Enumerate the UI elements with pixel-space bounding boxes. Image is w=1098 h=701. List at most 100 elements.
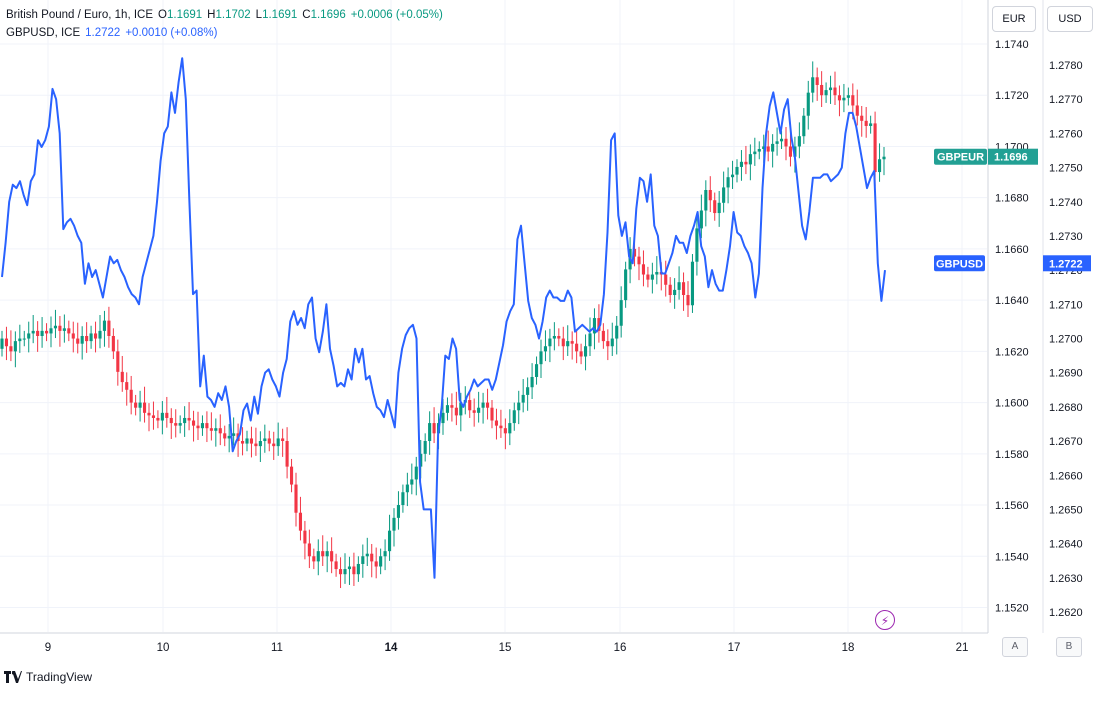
gbpeur-candle-body [187,417,191,421]
right-tick-label: 1.2770 [1049,94,1083,106]
gbpeur-candle-body [67,328,71,334]
gbpeur-candle-body [632,248,637,257]
gbpeur-candle-body [285,441,289,467]
legend-o-label: O [158,9,167,21]
gbpeur-candle-body [370,553,374,562]
gbpeur-candle-body [325,551,329,557]
right-tick-label: 1.2660 [1049,470,1083,482]
tradingview-label: TradingView [26,670,93,684]
gbpeur-candle-body [855,105,859,116]
legend-high: 1.1702 [215,9,251,21]
tradingview-logo[interactable]: TradingView [4,670,92,684]
time-tick-label: 9 [45,642,51,654]
gbpeur-candle-body [481,402,485,408]
gbpeur-candle-body [218,428,222,434]
gbpeur-candle-body [374,561,378,567]
gbpeur-candle-body [428,423,432,442]
gbpeur-candle-body [62,328,66,331]
gbpeur-candle-body [240,441,245,444]
gbpeur-candle-body [156,417,160,421]
right-tick-label: 1.2630 [1049,573,1083,585]
eur-scale-button[interactable]: EUR [992,6,1036,32]
gbpeur-candle-body [223,433,227,439]
gbpeur-candle-body [147,412,151,416]
time-tick-label: 10 [157,642,170,654]
gbpeur-candle-body [757,149,761,152]
right-price-axis[interactable]: 1.2780 1.2770 1.2760 1.2750 1.2740 1.2730 1.27… [1049,60,1083,619]
gbpeur-candle-body [432,423,436,434]
gbpeur-candle-body [321,551,325,557]
gbpeur-candle-body [508,423,512,434]
gbpeur-candles [0,61,886,589]
gbpeur-candle-body [690,261,695,306]
gbpeur-candle-body [53,325,58,329]
gbpeur-candle-body [592,318,597,334]
gbpeur-candle-body [512,410,516,424]
gbpeur-candle-body [664,274,668,285]
time-tick-label: 11 [271,642,283,654]
gbpeur-candle-body [490,407,494,421]
gbpeur-candle-body [624,269,628,301]
time-axis[interactable]: 9 10 11 14 15 16 17 18 21 [45,642,969,654]
gbpeur-candle-body [196,425,200,429]
right-tick-label: 1.2760 [1049,128,1083,140]
legend-close: 1.1696 [310,9,346,21]
gbpeur-candle-body [575,343,579,352]
gbpeur-candle-body [151,415,156,418]
left-price-axis[interactable]: 1.17401.17201.17001.16801.16601.16401.16… [995,39,1029,615]
right-tick-label: 1.2620 [1049,607,1083,619]
gbpeur-candle-body [454,407,458,416]
gbpeur-candle-body [641,264,646,275]
legend-c-label: C [302,9,311,21]
gbpeur-candle-body [552,335,556,339]
left-tick-label: 1.1640 [995,295,1029,307]
gbpeur-candle-body [499,425,503,429]
left-tick-label: 1.1600 [995,398,1029,410]
gbpeur-candle-body [833,87,837,96]
gbpeur-candle-body [392,517,396,531]
gbpeur-candle-body [419,453,423,467]
gbpeur-candle-body [142,402,147,413]
gbpeur-candle-body [730,174,735,178]
time-tick-label: 21 [956,642,969,654]
gbpeur-candle-body [566,341,570,347]
gbpeur-candle-body [111,335,115,352]
gbpeur-candle-body [102,320,107,331]
gbpeur-candle-body [548,338,552,347]
gbpeur-candle-body [249,438,254,444]
gbpeur-candle-body [307,543,311,557]
gbpeur-candle-body [771,143,775,152]
legend-compare: GBPUSD, ICE 1.2722 +0.0010 (+0.08%) [6,27,222,39]
gbpeur-candle-body [165,412,169,418]
gbpeur-candle-body [232,433,236,436]
gbpeur-candle-body [561,338,565,347]
gbpeur-candle-body [517,402,521,411]
gbpeur-candle-body [245,438,249,444]
gbpeur-candle-body [134,402,138,408]
left-tick-label: 1.1560 [995,500,1029,512]
gbpeur-candle-body [619,300,623,326]
gbpeur-candle-body [276,438,280,447]
gbpeur-candle-body [539,351,543,365]
left-tick-label: 1.1520 [995,603,1029,615]
auto-scale-button[interactable]: A [1002,637,1028,657]
gbpusd-price-label: 1.2722 [1049,258,1083,270]
gbpeur-candle-body [0,338,4,349]
right-tick-label: 1.2750 [1049,163,1083,175]
gbpeur-candle-body [316,551,320,562]
gbpeur-candle-body [699,210,703,229]
gbpeur-candle-body [534,364,539,377]
gbpeur-candle-body [330,551,334,562]
b-scale-button[interactable]: B [1056,637,1082,657]
right-tick-label: 1.2670 [1049,436,1083,448]
gbpeur-candle-body [739,161,744,167]
left-tick-label: 1.1720 [995,90,1029,102]
gbpeur-candle-body [601,330,605,342]
gbpeur-candle-body [9,346,13,352]
gbpeur-candle-body [361,556,365,564]
time-tick-label: 15 [499,642,512,654]
lightning-icon[interactable]: ⚡ [875,610,895,630]
usd-scale-button[interactable]: USD [1047,6,1093,32]
